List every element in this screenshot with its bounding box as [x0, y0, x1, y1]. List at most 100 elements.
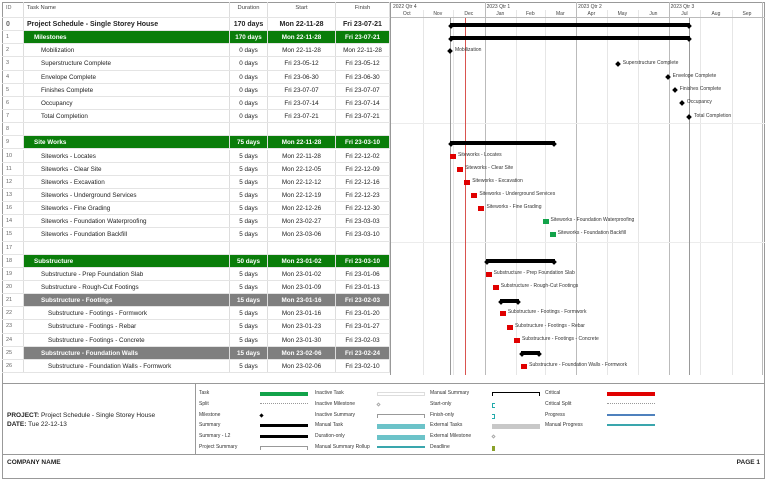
critical-task-bar[interactable]	[499, 311, 506, 317]
table-row[interactable]: 23 Substructure - Footings - Rebar 5 days M…	[2, 320, 390, 334]
col-name-header[interactable]: Task Name	[24, 2, 230, 17]
task-duration[interactable]: 5 days	[230, 175, 268, 188]
table-row[interactable]: 6 Occupancy 0 days Fri 23-07-14 Fri 23-07-14	[2, 96, 390, 111]
task-start[interactable]: Mon 22-12-19	[268, 188, 336, 202]
table-row[interactable]: 24 Substructure - Footings - Concrete 5 da…	[2, 333, 390, 347]
col-duration-header[interactable]: Duration	[230, 2, 268, 17]
critical-task-bar[interactable]	[464, 179, 471, 185]
task-finish[interactable]: Fri 23-03-10	[336, 254, 390, 267]
table-row[interactable]: 16 Siteworks - Fine Grading 5 days Mon 22-1…	[2, 202, 390, 216]
task-name[interactable]	[24, 123, 230, 136]
task-duration[interactable]	[230, 123, 268, 136]
task-name[interactable]: Siteworks - Locates	[24, 149, 230, 162]
critical-task-bar[interactable]	[521, 363, 528, 369]
task-name[interactable]	[24, 241, 230, 254]
task-duration[interactable]: 15 days	[230, 294, 268, 307]
task-duration[interactable]: 0 days	[230, 57, 268, 70]
task-finish[interactable]: Fri 23-02-24	[336, 346, 390, 359]
table-row[interactable]: 2 Mobilization 0 days Mon 22-11-28 Mon 22-11…	[2, 44, 390, 58]
table-row[interactable]: 20 Substructure - Rough-Cut Footings 5 day…	[2, 281, 390, 295]
task-name[interactable]: Substructure	[24, 254, 230, 267]
table-row[interactable]: 8	[2, 123, 390, 137]
table-row[interactable]: 19 Substructure - Prep Foundation Slab 5 d…	[2, 267, 390, 281]
task-finish[interactable]: Fri 23-05-12	[336, 57, 390, 70]
task-start[interactable]: Mon 23-01-30	[268, 333, 336, 346]
task-name[interactable]: Total Completion	[24, 110, 230, 123]
task-name[interactable]: Occupancy	[24, 96, 230, 110]
task-finish[interactable]: Fri 23-02-03	[336, 294, 390, 307]
task-finish[interactable]: Fri 23-07-14	[336, 96, 390, 110]
task-duration[interactable]: 15 days	[230, 346, 268, 359]
task-start[interactable]: Fri 23-06-30	[268, 70, 336, 83]
task-finish[interactable]: Fri 23-03-10	[336, 228, 390, 241]
table-row[interactable]: 13 Siteworks - Underground Services 5 days…	[2, 188, 390, 203]
task-start[interactable]: Fri 23-07-07	[268, 83, 336, 96]
task-finish[interactable]: Fri 23-01-13	[336, 281, 390, 294]
task-start[interactable]	[268, 123, 336, 136]
task-finish[interactable]: Fri 22-12-16	[336, 175, 390, 188]
task-finish[interactable]: Fri 22-12-30	[336, 202, 390, 215]
table-row[interactable]: 7 Total Completion 0 days Fri 23-07-21 Fri 2…	[2, 110, 390, 124]
task-name[interactable]: Siteworks - Fine Grading	[24, 202, 230, 215]
task-start[interactable]: Mon 22-12-26	[268, 202, 336, 215]
table-row[interactable]: 1 Milestones 170 days Mon 22-11-28 Fri 23-07…	[2, 31, 390, 45]
task-name[interactable]: Siteworks - Excavation	[24, 175, 230, 188]
task-name[interactable]: Substructure - Foundation Walls - Formwo…	[24, 359, 230, 373]
critical-task-bar[interactable]	[492, 285, 499, 291]
task-name[interactable]: Substructure - Foundation Walls	[24, 346, 230, 359]
task-duration[interactable]: 5 days	[230, 202, 268, 215]
task-finish[interactable]: Fri 23-02-03	[336, 333, 390, 346]
task-name[interactable]: Substructure - Footings	[24, 294, 230, 307]
task-start[interactable]: Fri 23-05-12	[268, 57, 336, 70]
task-name[interactable]: Siteworks - Foundation Backfill	[24, 228, 230, 241]
task-duration[interactable]: 5 days	[230, 162, 268, 175]
task-finish[interactable]: Fri 23-01-27	[336, 320, 390, 333]
task-start[interactable]: Mon 22-12-05	[268, 162, 336, 175]
task-duration[interactable]: 5 days	[230, 320, 268, 333]
table-row[interactable]: 26 Substructure - Foundation Walls - Form…	[2, 359, 390, 374]
table-row[interactable]: 22 Substructure - Footings - Formwork 5 da…	[2, 307, 390, 321]
task-start[interactable]: Mon 23-01-09	[268, 281, 336, 294]
task-name[interactable]: Substructure - Footings - Formwork	[24, 307, 230, 320]
table-row[interactable]: 10 Siteworks - Locates 5 days Mon 22-11-28 F…	[2, 149, 390, 163]
task-start[interactable]	[268, 241, 336, 254]
task-bar[interactable]	[542, 219, 549, 225]
task-finish[interactable]: Fri 23-01-20	[336, 307, 390, 320]
task-duration[interactable]: 0 days	[230, 110, 268, 123]
task-start[interactable]: Mon 22-11-28	[268, 44, 336, 57]
task-duration[interactable]: 5 days	[230, 281, 268, 294]
task-finish[interactable]: Fri 23-03-03	[336, 215, 390, 228]
critical-task-bar[interactable]	[514, 337, 521, 343]
task-start[interactable]: Mon 23-03-06	[268, 228, 336, 241]
task-duration[interactable]: 0 days	[230, 83, 268, 96]
table-row[interactable]: 4 Envelope Complete 0 days Fri 23-06-30 Fri …	[2, 70, 390, 84]
task-start[interactable]: Mon 23-01-16	[268, 307, 336, 320]
task-name[interactable]: Siteworks - Underground Services	[24, 188, 230, 202]
task-finish[interactable]: Fri 23-07-21	[336, 110, 390, 123]
task-finish[interactable]: Mon 22-11-28	[336, 44, 390, 57]
critical-task-bar[interactable]	[506, 324, 513, 330]
task-name[interactable]: Envelope Complete	[24, 70, 230, 83]
table-row[interactable]: 18 Substructure 50 days Mon 23-01-02 Fri 23-…	[2, 254, 390, 268]
task-duration[interactable]: 5 days	[230, 359, 268, 373]
task-duration[interactable]: 0 days	[230, 44, 268, 57]
critical-task-bar[interactable]	[485, 271, 492, 277]
table-row[interactable]: 17	[2, 241, 390, 255]
task-finish[interactable]: Fri 23-07-21	[336, 18, 390, 31]
task-duration[interactable]: 5 days	[230, 149, 268, 162]
task-finish[interactable]: Fri 23-01-06	[336, 267, 390, 280]
col-id-header[interactable]: ID	[2, 2, 24, 17]
task-duration[interactable]: 5 days	[230, 333, 268, 346]
task-finish[interactable]: Fri 22-12-02	[336, 149, 390, 162]
task-duration[interactable]: 50 days	[230, 254, 268, 267]
task-start[interactable]: Mon 23-02-06	[268, 359, 336, 373]
task-start[interactable]: Mon 23-01-16	[268, 294, 336, 307]
task-duration[interactable]	[230, 241, 268, 254]
task-duration[interactable]: 5 days	[230, 228, 268, 241]
critical-task-bar[interactable]	[449, 153, 456, 159]
col-start-header[interactable]: Start	[268, 2, 336, 17]
task-name[interactable]: Substructure - Footings - Rebar	[24, 320, 230, 333]
task-finish[interactable]: Fri 23-07-21	[336, 31, 390, 44]
task-start[interactable]: Mon 23-02-06	[268, 346, 336, 359]
task-duration[interactable]: 5 days	[230, 307, 268, 320]
